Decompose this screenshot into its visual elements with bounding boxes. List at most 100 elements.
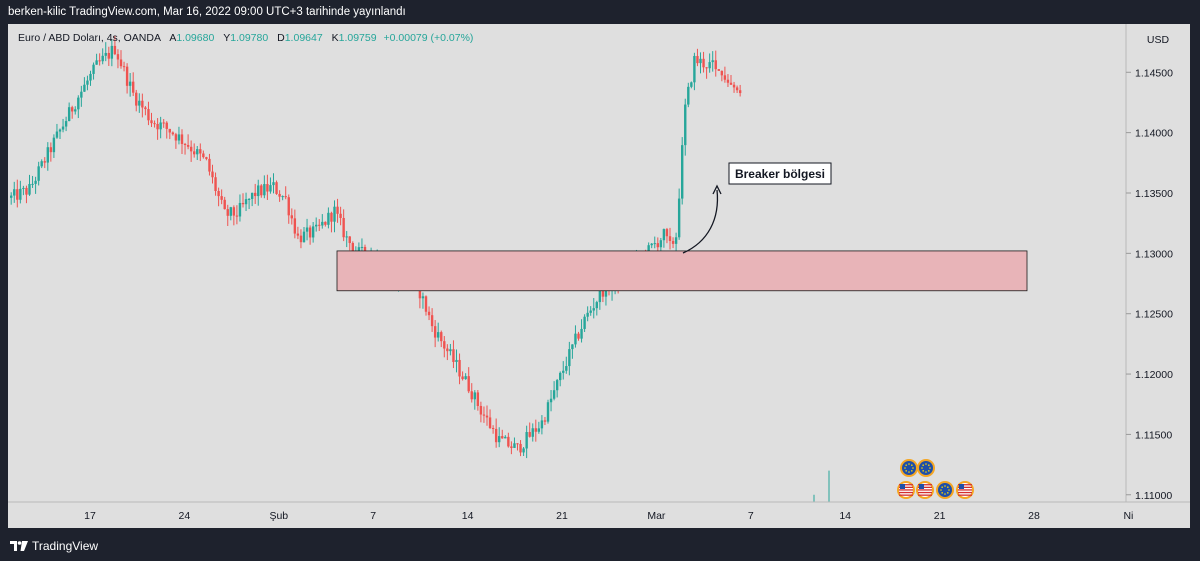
eu-star [912, 467, 914, 469]
candle-body [687, 86, 690, 105]
candle-body [430, 315, 434, 327]
candle-body [37, 166, 40, 181]
candle [80, 85, 83, 107]
eu-star [947, 486, 949, 488]
candle-body [656, 243, 659, 248]
candle-body [729, 82, 733, 85]
candle-body [196, 149, 199, 155]
candle [31, 175, 34, 188]
us-stripe [918, 486, 932, 488]
candle-body [25, 187, 28, 195]
candle [583, 314, 586, 332]
candle [208, 153, 211, 176]
candle-body [159, 122, 162, 130]
candle [513, 437, 516, 449]
candle-body [150, 120, 153, 124]
candle [104, 42, 107, 62]
us-stripe [918, 484, 932, 486]
candle-body [589, 310, 592, 313]
candle [232, 205, 236, 226]
candle-body [238, 202, 242, 217]
candle [464, 373, 467, 380]
eu-star [922, 470, 924, 472]
candle [476, 390, 480, 411]
candle [717, 69, 720, 71]
eu-star [944, 485, 946, 487]
price-tick-label: 1.13500 [1135, 188, 1173, 200]
price-tick-label: 1.14500 [1135, 67, 1173, 79]
eu-star [941, 486, 943, 488]
candle-body [549, 398, 553, 403]
candle [684, 98, 687, 156]
candle-body [275, 182, 278, 194]
candle [668, 227, 672, 250]
time-tick-label: 7 [370, 510, 376, 522]
candle-body [562, 370, 565, 373]
time-tick-label: Şub [269, 510, 288, 522]
candle-body [540, 420, 544, 429]
candle [257, 179, 260, 206]
candle-body [266, 184, 269, 192]
candle-body [315, 224, 318, 227]
candle [494, 418, 498, 448]
candle [180, 129, 184, 155]
candle-body [668, 236, 672, 241]
candle [89, 70, 92, 86]
candle [16, 179, 19, 208]
candle-body [339, 213, 342, 218]
candle-body [348, 236, 351, 243]
candle [516, 443, 519, 451]
candle [226, 204, 229, 226]
candle [586, 306, 589, 322]
candle [531, 423, 534, 442]
annotation-group: Breaker bölgesi [682, 162, 832, 254]
candle [189, 140, 193, 162]
candle [738, 84, 742, 97]
candle-body [92, 64, 95, 74]
legend-k-label: K [331, 32, 339, 44]
candle [333, 200, 336, 233]
candle-body [64, 121, 68, 127]
candle-body [128, 81, 132, 86]
candle [315, 217, 318, 232]
candle [421, 292, 425, 309]
candle-body [491, 427, 495, 429]
currency-label: USD [1147, 34, 1170, 46]
candle-body [208, 158, 211, 172]
candle [498, 427, 501, 448]
candle [659, 237, 663, 253]
eu-flag-event-icon [936, 481, 954, 499]
chart-panel[interactable]: Breaker bölgesi USD 1.14500 1.14000 1.13500… [8, 24, 1190, 528]
candle-body [19, 188, 22, 200]
annotation-box [728, 162, 832, 185]
candle-body [162, 122, 165, 124]
candle-body [156, 123, 159, 130]
candle [440, 330, 443, 348]
candle [528, 422, 531, 438]
legend-a-value: 1.09680 [176, 32, 215, 44]
footer-branding: TradingView [10, 538, 98, 554]
candle-body [433, 326, 437, 338]
candle-body [135, 92, 138, 106]
candle-body [720, 70, 724, 76]
time-tick-label: 28 [1028, 510, 1040, 522]
candle-body [522, 448, 525, 453]
candle-body [272, 182, 275, 186]
candlestick-chart[interactable]: Breaker bölgesi USD 1.14500 1.14000 1.13500… [8, 24, 1190, 528]
candle [467, 367, 470, 394]
candle [592, 297, 595, 319]
candle-body [284, 196, 287, 198]
candle-body [324, 221, 327, 225]
candle [269, 177, 272, 194]
candle [537, 421, 541, 434]
candle-body [86, 80, 89, 85]
candle-body [226, 209, 229, 216]
candle-body [504, 436, 507, 439]
candle [174, 132, 178, 149]
candle-body [327, 212, 330, 225]
candle-body [546, 402, 550, 422]
candle [348, 236, 351, 251]
candle [92, 62, 95, 80]
candle-body [534, 428, 537, 432]
us-canton [959, 484, 964, 489]
